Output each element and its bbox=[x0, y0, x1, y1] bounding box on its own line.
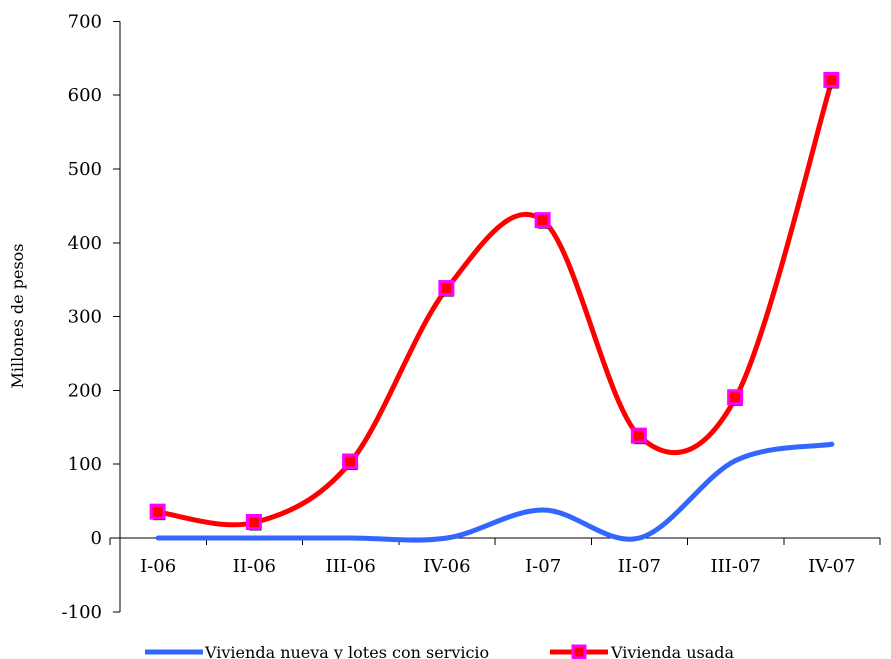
y-tick-label: 0 bbox=[91, 528, 102, 549]
data-point-marker bbox=[630, 427, 647, 444]
y-tick-label: 500 bbox=[68, 159, 102, 180]
y-axis-title: Millones de pesos bbox=[8, 244, 27, 389]
series-vivienda-usada bbox=[149, 71, 840, 531]
x-tick-label: IV-06 bbox=[423, 556, 470, 577]
legend-label-vivienda-usada: Vivienda usada bbox=[610, 643, 734, 659]
data-point-marker bbox=[245, 514, 262, 531]
legend-marker-vivienda-usada bbox=[571, 644, 587, 659]
data-point bbox=[727, 389, 744, 406]
data-point bbox=[630, 427, 647, 445]
data-point-marker bbox=[149, 503, 166, 520]
x-tick-label: I-07 bbox=[525, 556, 561, 577]
data-point-marker bbox=[534, 212, 551, 229]
data-point-marker bbox=[438, 280, 455, 297]
y-tick-label: 200 bbox=[68, 380, 102, 401]
series-vivienda-nueva bbox=[155, 441, 835, 543]
x-tick-label: IV-07 bbox=[808, 556, 855, 577]
y-tick-label: -100 bbox=[62, 602, 102, 623]
x-tick-label: III-06 bbox=[325, 556, 375, 577]
data-point-marker bbox=[823, 71, 840, 88]
data-point bbox=[534, 212, 551, 229]
data-point bbox=[342, 453, 359, 470]
series-line bbox=[155, 77, 835, 528]
y-tick-label: 700 bbox=[68, 11, 102, 32]
data-point bbox=[149, 503, 166, 521]
y-axis: -100 0 100 200 300 400 500 600 700 bbox=[62, 11, 121, 623]
y-tick-label: 300 bbox=[68, 307, 102, 328]
y-tick-label: 100 bbox=[68, 454, 102, 475]
y-tick-label: 400 bbox=[68, 233, 102, 254]
data-point bbox=[823, 71, 840, 89]
series-line bbox=[155, 441, 835, 543]
x-tick-label: III-07 bbox=[710, 556, 760, 577]
data-point-marker bbox=[727, 389, 744, 406]
x-tick-label: II-07 bbox=[618, 556, 661, 577]
data-point bbox=[438, 280, 455, 297]
series-layer bbox=[149, 71, 840, 543]
legend: Vivienda nueva y lotes con servicio Vivie… bbox=[145, 643, 734, 659]
data-point bbox=[245, 514, 262, 531]
x-tick-label: I-06 bbox=[140, 556, 176, 577]
legend-label-vivienda-nueva: Vivienda nueva y lotes con servicio bbox=[204, 643, 489, 659]
y-tick-label: 600 bbox=[68, 85, 102, 106]
x-tick-label: II-06 bbox=[233, 556, 276, 577]
x-axis: I-06 II-06 III-06 IV-06 I-07 II-07 III-07 IV-07 bbox=[109, 537, 881, 577]
data-point-marker bbox=[342, 453, 359, 470]
